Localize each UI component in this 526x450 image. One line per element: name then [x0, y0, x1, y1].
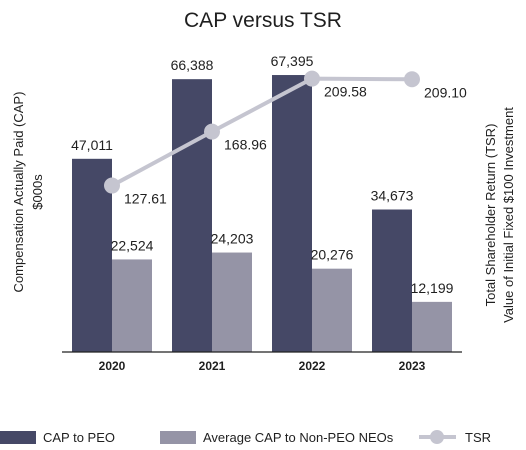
bar-value-label: 24,203: [211, 231, 254, 247]
right-axis-label-line2: Value of Initial Fixed $100 Investment: [501, 107, 516, 323]
legend-label-cap-to-peo: CAP to PEO: [43, 430, 115, 445]
tsr-value-label: 168.96: [224, 137, 267, 153]
tsr-value-label: 209.58: [324, 84, 367, 100]
legend-label-average-cap: Average CAP to Non-PEO NEOs: [203, 430, 394, 445]
tsr-point-2021: [204, 123, 220, 140]
legend-marker-tsr: [430, 430, 444, 444]
tsr-line: [111, 76, 413, 188]
tsr-value-label: 127.61: [124, 191, 167, 207]
tsr-point-2020: [104, 177, 120, 194]
bar-cap-to-peo-2023: [372, 209, 412, 352]
chart-title: CAP versus TSR: [184, 9, 342, 32]
bar-average-cap-to-non-peo-neos-2021: [212, 252, 252, 352]
bar-average-cap-to-non-peo-neos-2023: [412, 301, 452, 352]
right-axis-label-line1: Total Shareholder Return (TSR): [483, 124, 498, 307]
plot-area: 47,011 22,524 2020 66,388 24,203 2021 67,395 20…: [71, 53, 467, 373]
bar-value-label: 67,395: [271, 53, 314, 69]
tsr-point-2023: [404, 71, 420, 88]
bar-value-label: 34,673: [371, 188, 414, 204]
legend-label-tsr: TSR: [465, 430, 491, 445]
legend-swatch-cap-to-peo: [0, 431, 36, 444]
bar-average-cap-to-non-peo-neos-2022: [312, 268, 352, 352]
x-tick-label: 2020: [99, 359, 126, 373]
legend-swatch-average-cap: [160, 431, 196, 444]
bar-cap-to-peo-2020: [72, 158, 112, 352]
bar-average-cap-to-non-peo-neos-2020: [112, 259, 152, 352]
bar-cap-to-peo-2022: [272, 75, 312, 353]
legend: CAP to PEO Average CAP to Non-PEO NEOs T…: [0, 430, 491, 445]
x-tick-label: 2023: [399, 359, 426, 373]
bar-value-label: 66,388: [171, 57, 214, 73]
x-tick-label: 2021: [199, 359, 226, 373]
bar-value-label: 47,011: [71, 137, 113, 153]
left-axis-label-line1: Compensation Actually Paid (CAP): [11, 92, 26, 293]
tsr-value-label: 209.10: [424, 84, 467, 100]
bar-value-label: 12,199: [411, 280, 454, 296]
x-tick-label: 2022: [299, 359, 326, 373]
left-axis-label-line2: $000s: [30, 174, 45, 210]
tsr-point-2022: [304, 70, 320, 87]
bar-value-label: 22,524: [111, 237, 154, 253]
bar-cap-to-peo-2021: [172, 79, 212, 352]
bar-value-label: 20,276: [311, 247, 354, 263]
